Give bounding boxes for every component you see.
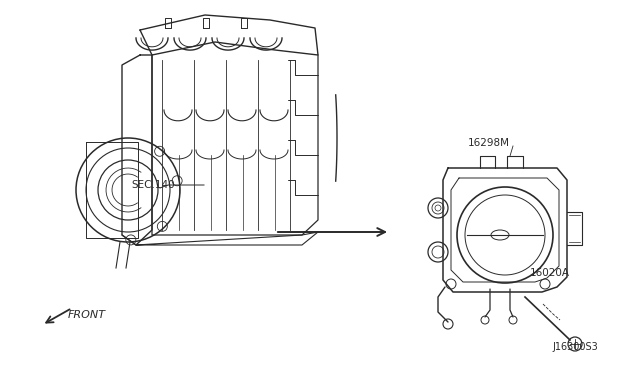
Text: SEC.140: SEC.140: [131, 180, 175, 190]
Text: J16300S3: J16300S3: [552, 342, 598, 352]
Text: FRONT: FRONT: [68, 310, 106, 320]
Text: 16298M: 16298M: [468, 138, 510, 148]
Text: 16020A: 16020A: [530, 268, 570, 278]
